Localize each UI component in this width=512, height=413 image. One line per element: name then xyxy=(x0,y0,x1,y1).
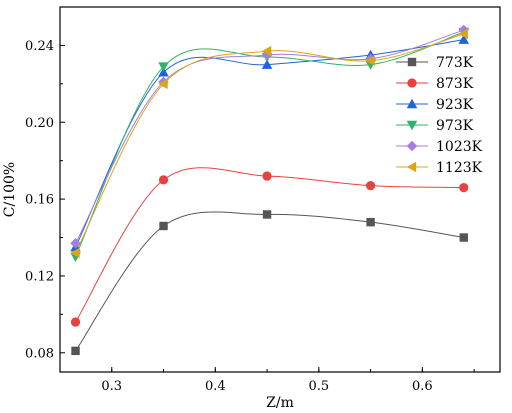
legend-label: 1123K xyxy=(436,160,483,176)
data-point-873K xyxy=(262,171,272,181)
y-tick-label: 0.24 xyxy=(25,39,54,54)
data-point-773K xyxy=(71,346,80,356)
data-point-1123K xyxy=(458,28,468,40)
x-axis: 0.3 0.4 0.5 0.6 xyxy=(59,367,475,394)
legend-label: 873K xyxy=(436,76,474,92)
legend-label: 773K xyxy=(436,55,474,71)
series-curves xyxy=(75,29,464,352)
data-point-923K xyxy=(458,34,470,44)
series-line-973K xyxy=(75,31,464,257)
legend-label: 973K xyxy=(436,118,474,134)
series-line-773K xyxy=(75,211,464,352)
series-line-873K xyxy=(75,167,464,323)
data-point-773K xyxy=(159,221,168,231)
data-point-1123K xyxy=(70,247,80,259)
y-axis-title: C/100% xyxy=(2,162,18,217)
x-tick-label: 0.6 xyxy=(412,379,433,394)
legend-marker xyxy=(407,78,417,88)
legend-marker xyxy=(406,140,418,152)
series-line-1123K xyxy=(75,33,464,254)
data-point-973K xyxy=(158,62,169,72)
data-point-873K xyxy=(158,175,169,185)
legend-label: 1023K xyxy=(436,139,483,155)
y-tick-label: 0.20 xyxy=(25,116,54,131)
data-point-923K xyxy=(261,59,273,69)
legend-marker xyxy=(406,120,418,131)
data-point-1123K xyxy=(261,45,272,57)
data-point-1123K xyxy=(365,55,375,67)
x-tick-label: 0.5 xyxy=(308,379,329,394)
legend-marker xyxy=(406,98,418,109)
plot-frame xyxy=(59,6,501,373)
x-tick-label: 0.4 xyxy=(205,379,226,394)
data-point-1023K xyxy=(70,238,81,249)
y-tick-label: 0.08 xyxy=(25,346,54,361)
data-point-1123K xyxy=(158,78,168,90)
y-axis: 0.08 0.12 0.16 0.20 0.24 xyxy=(25,6,65,361)
legend-label: 923K xyxy=(436,97,474,113)
legend-marker xyxy=(406,161,417,173)
x-axis-title: Z/m xyxy=(266,395,294,411)
legend-marker xyxy=(407,57,417,67)
data-point-873K xyxy=(459,182,469,193)
x-tick-label: 0.3 xyxy=(101,379,122,394)
y-tick-label: 0.16 xyxy=(25,193,54,208)
series-line-1023K xyxy=(75,29,464,244)
data-point-873K xyxy=(365,181,376,191)
data-point-773K xyxy=(366,217,375,227)
y-tick-label: 0.12 xyxy=(25,269,54,284)
legend: 773K 873K 923K 973K 1023K 1123K xyxy=(396,55,483,176)
data-point-873K xyxy=(70,317,81,327)
data-point-773K xyxy=(459,233,468,242)
data-point-773K xyxy=(262,210,272,219)
series-markers xyxy=(70,24,470,356)
